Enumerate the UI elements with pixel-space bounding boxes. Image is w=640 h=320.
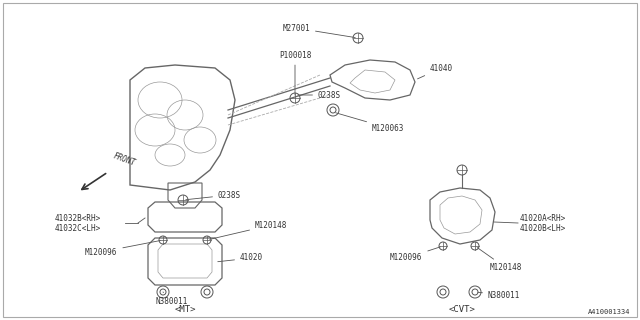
Text: M120148: M120148 bbox=[210, 220, 287, 239]
Text: FRONT: FRONT bbox=[112, 152, 137, 168]
Text: N380011: N380011 bbox=[155, 292, 188, 307]
Text: 41040: 41040 bbox=[417, 63, 453, 79]
Text: A410001334: A410001334 bbox=[588, 309, 630, 315]
Text: 41020B<LH>: 41020B<LH> bbox=[520, 223, 566, 233]
Text: 0238S: 0238S bbox=[186, 190, 241, 200]
Text: 41032B<RH>: 41032B<RH> bbox=[55, 213, 101, 222]
Text: 41032C<LH>: 41032C<LH> bbox=[55, 223, 101, 233]
Text: 41020A<RH>: 41020A<RH> bbox=[520, 213, 566, 222]
Text: P100018: P100018 bbox=[279, 51, 311, 95]
Text: M120096: M120096 bbox=[85, 241, 160, 257]
Text: N380011: N380011 bbox=[478, 291, 520, 300]
Text: M120063: M120063 bbox=[335, 113, 404, 132]
Text: M120096: M120096 bbox=[390, 247, 440, 262]
Text: <MT>: <MT> bbox=[174, 306, 196, 315]
Text: <CVT>: <CVT> bbox=[449, 306, 476, 315]
Text: M120148: M120148 bbox=[477, 248, 522, 273]
Text: 41020: 41020 bbox=[218, 253, 263, 262]
Text: M27001: M27001 bbox=[282, 23, 355, 37]
Text: 0238S: 0238S bbox=[298, 91, 341, 100]
